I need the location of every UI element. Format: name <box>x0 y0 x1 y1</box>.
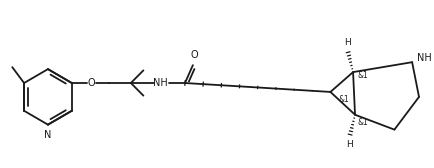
Text: O: O <box>190 50 197 60</box>
Text: N: N <box>44 130 52 140</box>
Text: &1: &1 <box>357 71 368 80</box>
Text: NH: NH <box>416 53 431 63</box>
Text: &1: &1 <box>338 95 348 104</box>
Text: H: H <box>343 38 350 47</box>
Text: H: H <box>345 140 352 149</box>
Text: NH: NH <box>153 78 168 88</box>
Text: &1: &1 <box>356 118 367 127</box>
Text: O: O <box>88 78 95 88</box>
